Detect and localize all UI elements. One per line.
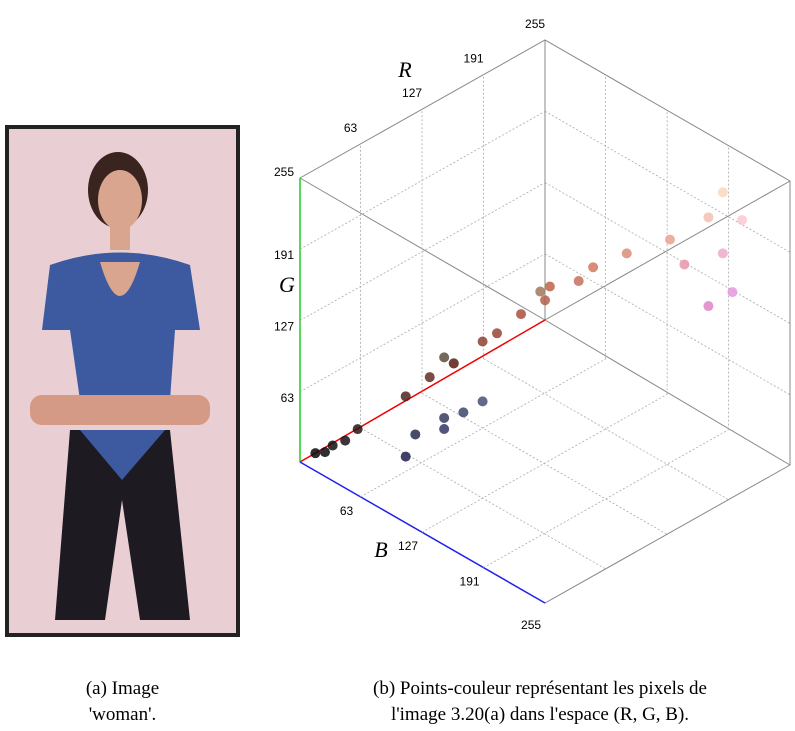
color-point: [319, 447, 330, 458]
color-point: [621, 248, 632, 259]
color-point: [340, 435, 351, 446]
g-tick-label: 255: [274, 165, 294, 179]
r-axis: [299, 319, 546, 463]
color-point: [439, 352, 450, 363]
color-point: [327, 440, 338, 451]
color-point: [400, 391, 411, 402]
grid-line: [299, 182, 546, 321]
color-point: [727, 287, 738, 298]
caption-b: (b) Points-couleur représentant les pixe…: [290, 676, 790, 728]
grid-line: [421, 393, 668, 533]
color-point: [516, 309, 527, 320]
color-point: [439, 412, 450, 423]
b-axis-label: B: [374, 537, 387, 562]
cube-edge: [544, 180, 791, 321]
color-point: [439, 423, 450, 434]
color-point: [703, 212, 714, 223]
g-axis-label: G: [279, 272, 295, 297]
rgb-cube: [299, 39, 791, 604]
color-point: [310, 448, 321, 459]
color-point: [679, 259, 690, 270]
color-point: [573, 276, 584, 287]
grid-line: [360, 358, 606, 498]
color-point: [717, 248, 728, 259]
color-point: [737, 215, 748, 226]
grid-line: [483, 429, 729, 568]
color-point: [477, 396, 488, 407]
caption-a: (a) Image 'woman'.: [30, 676, 215, 728]
caption-line: (b) Points-couleur représentant les pixe…: [373, 678, 707, 699]
grid-line: [483, 358, 729, 501]
color-point: [400, 451, 411, 462]
g-tick-label: 127: [274, 320, 294, 334]
caption-line: l'image 3.20(a) dans l'espace (R, G, B).: [390, 704, 690, 725]
color-point: [477, 336, 488, 347]
figure-graphics: R G B 63 127 191 255 63 127 191 255 63 127 191 255: [5, 17, 791, 637]
b-tick-label: 255: [521, 618, 541, 632]
color-point: [535, 286, 546, 297]
color-point: [492, 328, 503, 339]
cube-edge: [299, 177, 546, 321]
grid-line: [544, 110, 791, 253]
grid-line: [421, 392, 668, 535]
caption-line: (a) Image: [85, 678, 160, 699]
r-tick-label: 63: [344, 121, 358, 135]
color-point: [410, 429, 421, 440]
grid-line: [544, 253, 791, 396]
grid-line: [360, 427, 606, 570]
b-tick-label: 63: [340, 504, 354, 518]
color-point: [544, 281, 555, 292]
grid-line: [299, 110, 546, 250]
color-point: [703, 301, 714, 312]
r-axis-label: R: [397, 57, 412, 82]
color-point: [458, 407, 469, 418]
color-point: [664, 234, 675, 245]
color-point: [717, 187, 728, 198]
b-tick-label: 127: [398, 539, 418, 553]
g-tick-label: 191: [274, 248, 294, 262]
r-tick-label: 191: [464, 52, 484, 66]
grid-line: [544, 182, 791, 324]
g-tick-label: 63: [281, 391, 295, 405]
r-tick-label: 127: [402, 86, 422, 100]
color-point: [588, 262, 599, 273]
b-axis: [299, 461, 546, 604]
color-point: [424, 372, 435, 383]
color-point: [352, 424, 363, 435]
color-point: [448, 358, 459, 369]
caption-line: 'woman'.: [88, 704, 157, 725]
grid-line: [299, 253, 546, 393]
b-tick-label: 191: [460, 575, 480, 589]
color-point: [540, 295, 551, 306]
r-tick-label: 255: [525, 17, 545, 31]
photo: [5, 125, 240, 637]
